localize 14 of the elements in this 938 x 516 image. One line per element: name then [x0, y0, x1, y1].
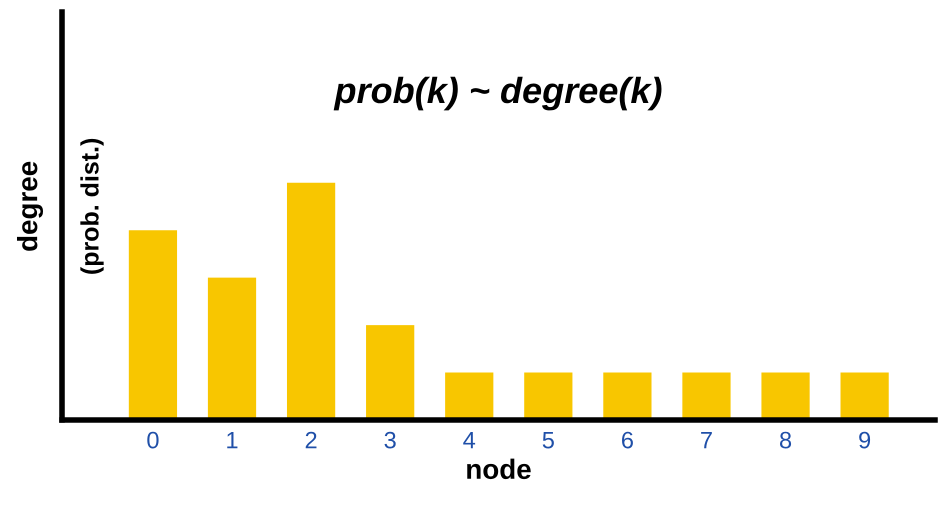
x-tick-label: 6 [622, 432, 633, 448]
x-tick-label: 8 [780, 432, 792, 448]
x-tick-label: 7 [701, 432, 712, 448]
chart-title: prob(k) ~ degree(k) [334, 76, 662, 110]
annotation: (prob. dist.) [80, 138, 104, 274]
x-tick-label: 1 [227, 432, 238, 448]
x-axis-title: node [467, 458, 531, 480]
x-tick-label: 3 [384, 432, 396, 448]
x-tick-label: 4 [463, 432, 476, 448]
x-tick-label: 0 [147, 432, 159, 448]
x-tick-label: 9 [859, 432, 870, 448]
y-axis-title: degree [16, 162, 44, 251]
x-tick-label: 2 [306, 432, 316, 448]
x-tick-label: 5 [542, 432, 554, 448]
